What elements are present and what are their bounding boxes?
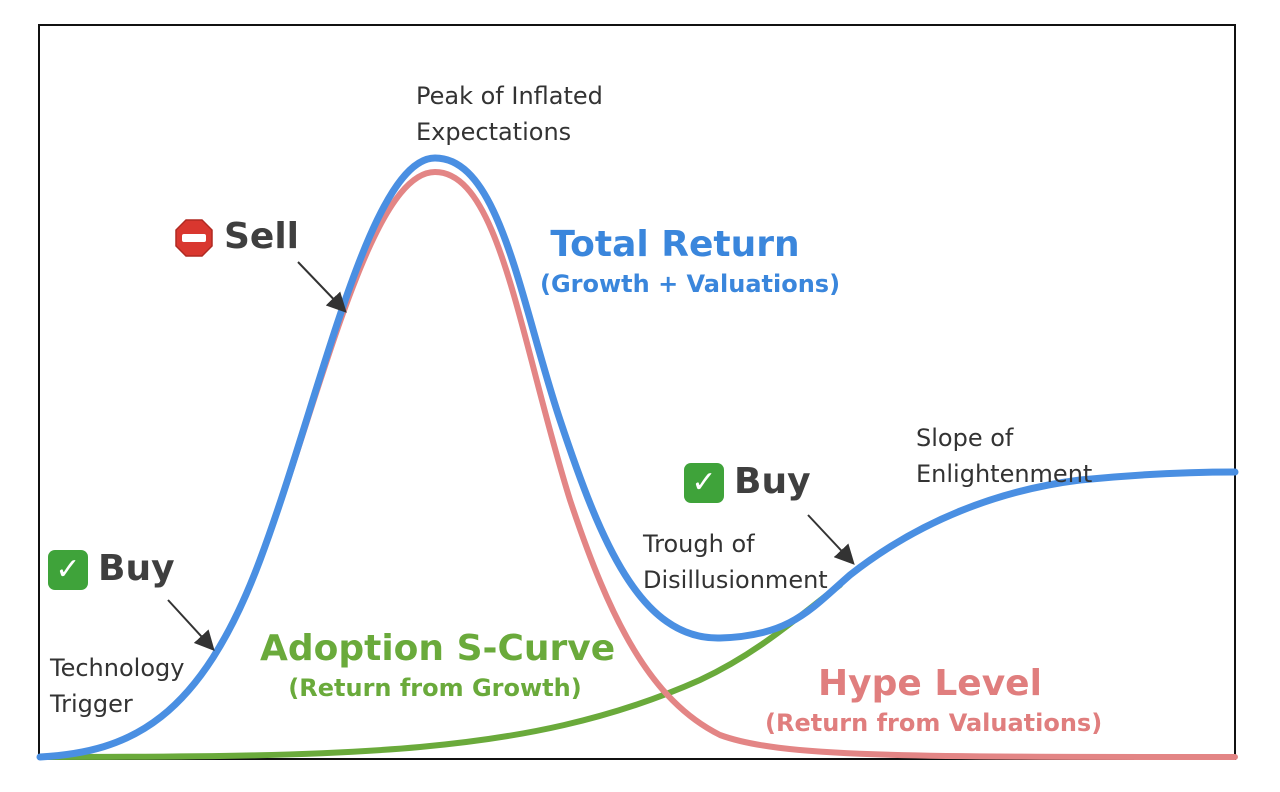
check-box-icon: ✓ — [684, 463, 724, 503]
sell-signal: Sell — [174, 214, 299, 261]
trigger-label-text: Technology Trigger — [50, 654, 185, 718]
slope-label-text: Slope of Enlightenment — [916, 424, 1093, 488]
adoption-subtitle: (Return from Growth) — [288, 673, 582, 702]
slope-label: Slope of Enlightenment — [916, 420, 1092, 492]
stop-sign-icon — [175, 219, 213, 257]
buy-trough-signal: ✓ Buy — [684, 459, 811, 506]
arrow-buy-early — [167, 599, 215, 651]
hype-legend: Hype Level (Return from Valuations) — [765, 661, 1103, 739]
total-return-title: Total Return — [550, 224, 800, 265]
arrow-sell — [297, 261, 347, 313]
trough-label-text: Trough of Disillusionment — [643, 530, 828, 594]
adoption-s-curve — [37, 582, 843, 760]
peak-label-text: Peak of Inflated Expectations — [416, 82, 603, 146]
buy-trough-text: Buy — [734, 461, 811, 502]
buy-early-text: Buy — [98, 548, 175, 589]
total-return-curve — [36, 154, 1239, 761]
peak-label: Peak of Inflated Expectations — [416, 78, 603, 150]
adoption-legend: Adoption S-Curve (Return from Growth) — [260, 626, 616, 704]
hype-subtitle: (Return from Valuations) — [765, 708, 1103, 737]
hype-title: Hype Level — [818, 663, 1042, 704]
sell-text: Sell — [224, 216, 300, 257]
diagram-frame — [38, 24, 1236, 760]
trigger-label: Technology Trigger — [50, 650, 184, 722]
trough-label: Trough of Disillusionment — [643, 526, 828, 598]
adoption-title: Adoption S-Curve — [260, 628, 616, 669]
total-return-legend: Total Return (Growth + Valuations) — [540, 222, 841, 300]
buy-early-signal: ✓ Buy — [48, 546, 175, 593]
check-box-icon: ✓ — [48, 550, 88, 590]
total-return-subtitle: (Growth + Valuations) — [540, 269, 841, 298]
arrow-buy-trough — [807, 514, 855, 565]
